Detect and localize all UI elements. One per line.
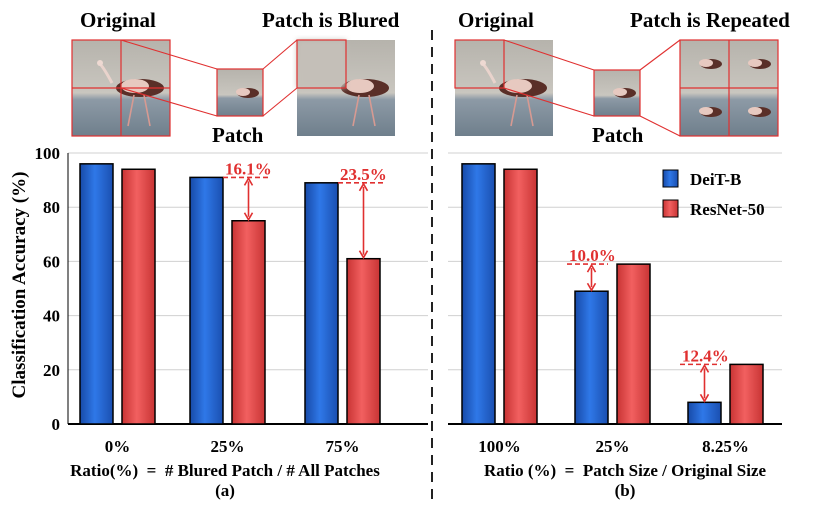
left-connector-lines (120, 39, 298, 117)
legend-deit-swatch (662, 169, 679, 188)
panel-a-xlabel: Ratio(%) = # Blured Patch / # All Patche… (70, 461, 380, 480)
annotation-label: 12.4% (682, 346, 729, 365)
arrow-head-down (586, 282, 597, 292)
bar-resnet (231, 220, 266, 425)
arrow-head-down (243, 212, 254, 222)
right-original-label: Original (458, 8, 534, 32)
bar-resnet (616, 263, 651, 425)
bar-deit (304, 182, 339, 425)
y-axis-label: Classification Accuracy (%) (9, 172, 30, 399)
chart-b: 100% 25% 8.25% 10.0% 12.4% (448, 152, 782, 456)
x-tick-label: 75% (326, 437, 360, 456)
y-tick-label: 60 (43, 252, 60, 271)
x-tick-label: 25% (211, 437, 245, 456)
arrow-head-down (358, 250, 369, 260)
legend-deit-label: DeiT-B (690, 170, 741, 189)
panel-b-xlabel: Ratio (%) = Patch Size / Original Size (484, 461, 767, 480)
right-patch-label: Patch (592, 123, 644, 147)
x-tick-label: 8.25% (702, 437, 749, 456)
bar-resnet (346, 257, 381, 425)
bar-resnet (121, 168, 156, 425)
left-original-label: Original (80, 8, 156, 32)
x-tick-label: 100% (478, 437, 521, 456)
left-blurred-photo (296, 39, 395, 136)
bar-deit (79, 163, 114, 425)
right-original-photo (454, 39, 553, 136)
right-connector-lines (503, 39, 681, 137)
right-patch-title: Patch is Repeated (630, 8, 790, 32)
y-tick-label: 0 (52, 415, 61, 434)
y-tick-label: 100 (35, 144, 61, 163)
left-patch-label: Patch (212, 123, 264, 147)
y-tick-label: 20 (43, 361, 60, 380)
panel-a-caption: (a) (215, 481, 235, 500)
bar-resnet (729, 363, 764, 425)
bar-deit (189, 176, 224, 425)
chart-a: 0 20 40 60 80 100 0% 25% 75% 16.1% 23.5% (35, 144, 428, 456)
bar-resnet (503, 168, 538, 425)
annotation-label: 23.5% (340, 165, 387, 184)
legend: DeiT-B ResNet-50 (662, 169, 765, 219)
y-tick-label: 40 (43, 307, 60, 326)
bar-deit (461, 163, 496, 425)
right-patch-photo (593, 69, 641, 117)
bar-deit (687, 401, 722, 425)
annotation-label: 16.1% (225, 159, 272, 178)
x-tick-label: 25% (596, 437, 630, 456)
left-patch-photo (216, 68, 264, 117)
arrow-head-up (358, 182, 369, 192)
arrow-head-down (699, 393, 710, 403)
panel-b-caption: (b) (615, 481, 636, 500)
legend-resnet-swatch (662, 199, 679, 218)
right-repeated-photo (679, 39, 779, 137)
x-tick-label: 0% (105, 437, 131, 456)
bar-deit (574, 290, 609, 425)
arrow-head-up (699, 363, 710, 373)
legend-resnet-label: ResNet-50 (690, 200, 765, 219)
left-patch-title: Patch is Blured (262, 8, 400, 32)
y-tick-label: 80 (43, 198, 60, 217)
annotation-label: 10.0% (569, 246, 616, 265)
arrow-head-up (586, 263, 597, 273)
arrow-head-up (243, 176, 254, 186)
